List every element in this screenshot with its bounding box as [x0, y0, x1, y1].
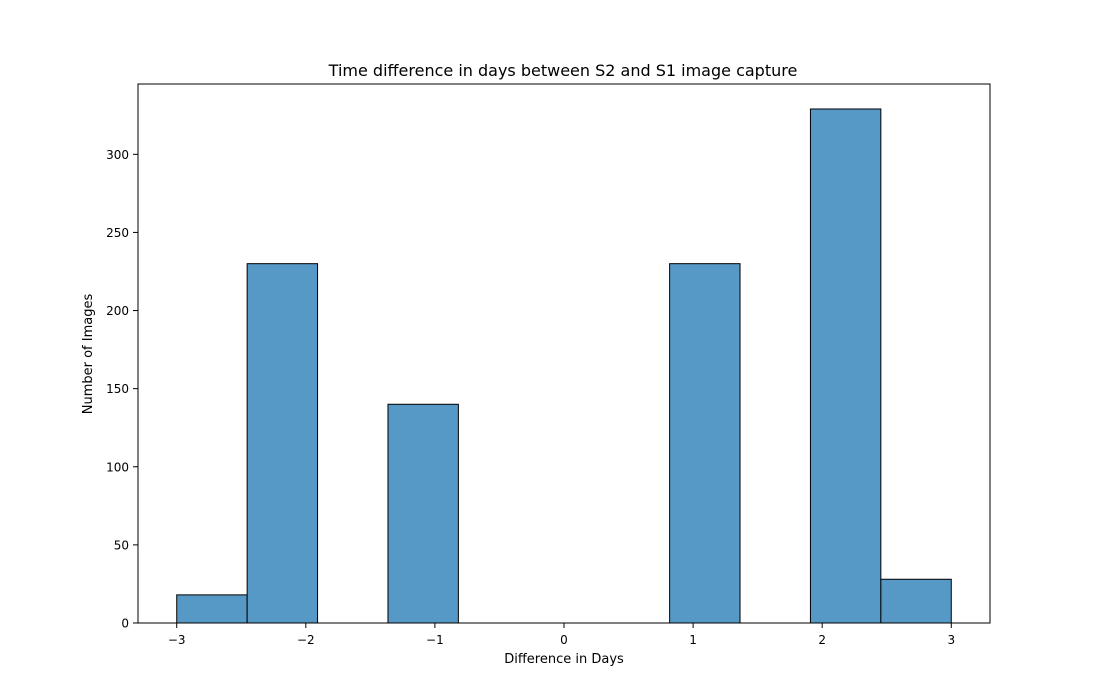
- y-axis-ticks: 0 50 100 150 200 250 300: [106, 148, 138, 631]
- x-tick-label: −1: [426, 633, 444, 647]
- bars: [176, 108, 952, 624]
- x-tick-label: 0: [560, 633, 568, 647]
- x-tick-label: −3: [168, 633, 186, 647]
- x-tick-label: 2: [818, 633, 826, 647]
- y-tick-label: 200: [106, 304, 129, 318]
- y-tick-label: 150: [106, 382, 129, 396]
- histogram-bar: [669, 263, 741, 624]
- y-tick-label: 50: [114, 538, 129, 552]
- histogram-bar: [176, 594, 248, 624]
- y-axis-label: Number of Images: [81, 294, 96, 415]
- y-tick-label: 300: [106, 148, 129, 162]
- y-tick-label: 100: [106, 460, 129, 474]
- x-axis-ticks: −3 −2 −1 0 1 2 3: [168, 623, 955, 647]
- x-tick-label: 1: [689, 633, 697, 647]
- histogram-bar: [809, 108, 882, 624]
- y-tick-label: 0: [121, 617, 129, 631]
- histogram-bar: [246, 263, 319, 624]
- x-axis-label: Difference in Days: [504, 652, 624, 667]
- y-tick-label: 250: [106, 226, 129, 240]
- x-tick-label: −2: [297, 633, 315, 647]
- histogram-bar: [387, 403, 459, 624]
- histogram-bar: [880, 578, 952, 624]
- x-tick-label: 3: [947, 633, 955, 647]
- chart-title: Time difference in days between S2 and S…: [328, 61, 798, 80]
